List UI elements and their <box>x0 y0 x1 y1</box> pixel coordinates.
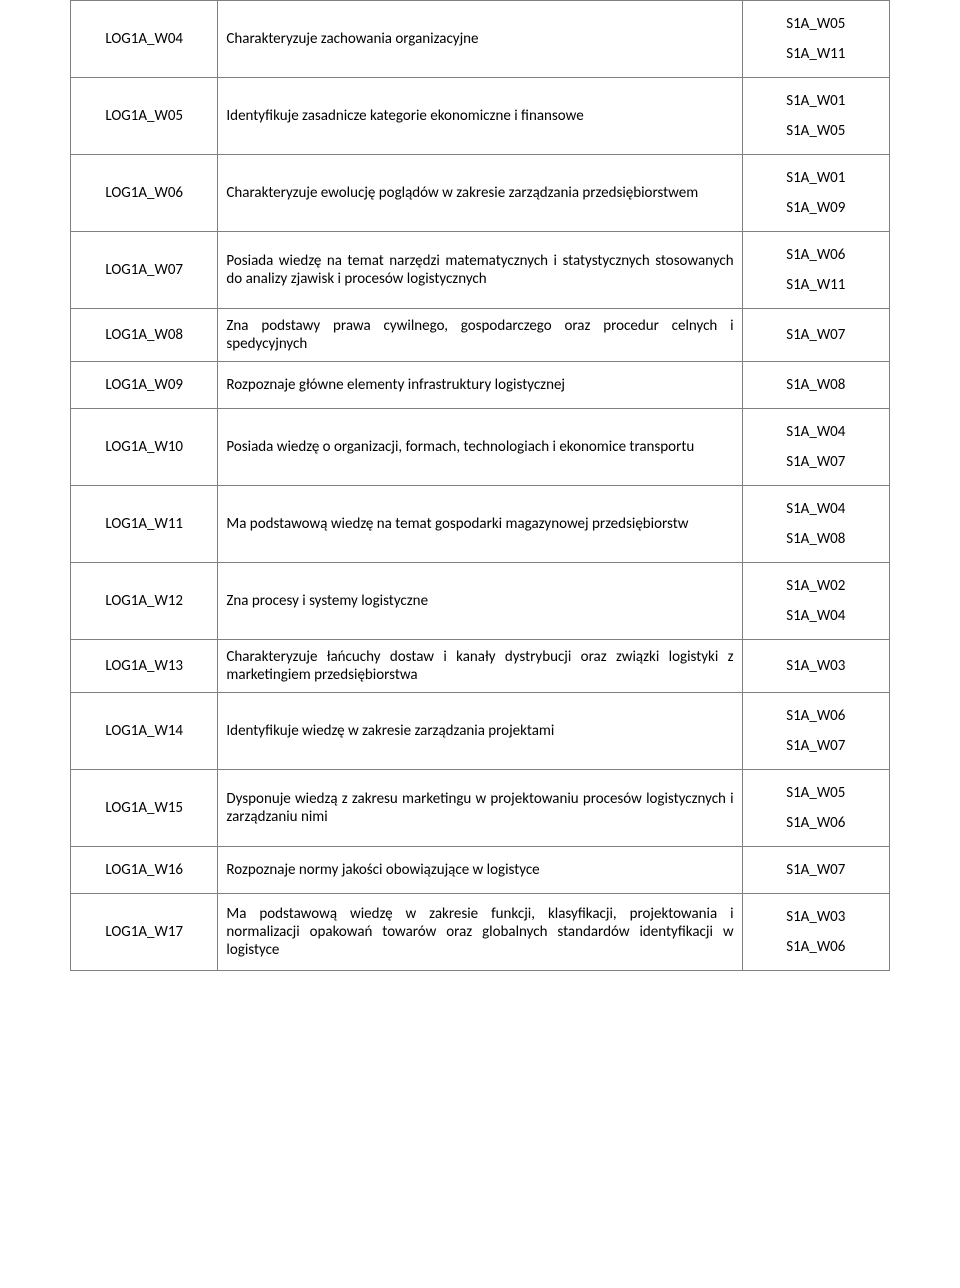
outcome-references: S1A_W05S1A_W11 <box>742 1 889 78</box>
outcome-references: S1A_W02S1A_W04 <box>742 563 889 640</box>
table-row: LOG1A_W08Zna podstawy prawa cywilnego, g… <box>71 309 890 362</box>
outcome-references: S1A_W01S1A_W05 <box>742 78 889 155</box>
table-row: LOG1A_W06Charakteryzuje ewolucję poglądó… <box>71 155 890 232</box>
outcome-description: Zna podstawy prawa cywilnego, gospodarcz… <box>218 309 742 362</box>
table-row: LOG1A_W05Identyfikuje zasadnicze kategor… <box>71 78 890 155</box>
outcome-description: Charakteryzuje ewolucję poglądów w zakre… <box>218 155 742 232</box>
outcome-description: Posiada wiedzę o organizacji, formach, t… <box>218 409 742 486</box>
table-row: LOG1A_W15Dysponuje wiedzą z zakresu mark… <box>71 770 890 847</box>
reference-code: S1A_W07 <box>751 320 881 350</box>
outcome-code: LOG1A_W04 <box>71 1 218 78</box>
reference-code: S1A_W08 <box>751 524 881 554</box>
reference-code: S1A_W03 <box>751 902 881 932</box>
outcome-description: Identyfikuje zasadnicze kategorie ekonom… <box>218 78 742 155</box>
table-row: LOG1A_W12Zna procesy i systemy logistycz… <box>71 563 890 640</box>
outcome-code: LOG1A_W08 <box>71 309 218 362</box>
outcome-references: S1A_W03S1A_W06 <box>742 894 889 971</box>
reference-code: S1A_W08 <box>751 370 881 400</box>
outcome-code: LOG1A_W13 <box>71 640 218 693</box>
outcome-description: Dysponuje wiedzą z zakresu marketingu w … <box>218 770 742 847</box>
reference-code: S1A_W03 <box>751 651 881 681</box>
outcome-references: S1A_W04S1A_W08 <box>742 486 889 563</box>
reference-code: S1A_W05 <box>751 9 881 39</box>
outcome-code: LOG1A_W10 <box>71 409 218 486</box>
outcome-description: Zna procesy i systemy logistyczne <box>218 563 742 640</box>
table-row: LOG1A_W11Ma podstawową wiedzę na temat g… <box>71 486 890 563</box>
reference-code: S1A_W04 <box>751 494 881 524</box>
document-page: LOG1A_W04Charakteryzuje zachowania organ… <box>0 0 960 1031</box>
outcome-description: Identyfikuje wiedzę w zakresie zarządzan… <box>218 693 742 770</box>
reference-code: S1A_W05 <box>751 116 881 146</box>
outcome-description: Posiada wiedzę na temat narzędzi matemat… <box>218 232 742 309</box>
outcome-code: LOG1A_W16 <box>71 847 218 894</box>
outcome-references: S1A_W07 <box>742 309 889 362</box>
outcome-references: S1A_W07 <box>742 847 889 894</box>
reference-code: S1A_W02 <box>751 571 881 601</box>
outcome-code: LOG1A_W15 <box>71 770 218 847</box>
reference-code: S1A_W11 <box>751 270 881 300</box>
outcome-description: Rozpoznaje normy jakości obowiązujące w … <box>218 847 742 894</box>
reference-code: S1A_W07 <box>751 731 881 761</box>
table-row: LOG1A_W04Charakteryzuje zachowania organ… <box>71 1 890 78</box>
outcome-code: LOG1A_W09 <box>71 362 218 409</box>
outcome-code: LOG1A_W17 <box>71 894 218 971</box>
outcome-references: S1A_W03 <box>742 640 889 693</box>
reference-code: S1A_W07 <box>751 855 881 885</box>
reference-code: S1A_W06 <box>751 932 881 962</box>
reference-code: S1A_W07 <box>751 447 881 477</box>
outcome-code: LOG1A_W14 <box>71 693 218 770</box>
outcome-code: LOG1A_W12 <box>71 563 218 640</box>
table-row: LOG1A_W16Rozpoznaje normy jakości obowią… <box>71 847 890 894</box>
table-row: LOG1A_W17Ma podstawową wiedzę w zakresie… <box>71 894 890 971</box>
reference-code: S1A_W01 <box>751 86 881 116</box>
outcomes-table: LOG1A_W04Charakteryzuje zachowania organ… <box>70 0 890 971</box>
reference-code: S1A_W06 <box>751 808 881 838</box>
outcome-references: S1A_W08 <box>742 362 889 409</box>
outcome-description: Charakteryzuje łańcuchy dostaw i kanały … <box>218 640 742 693</box>
table-row: LOG1A_W09Rozpoznaje główne elementy infr… <box>71 362 890 409</box>
reference-code: S1A_W04 <box>751 417 881 447</box>
reference-code: S1A_W11 <box>751 39 881 69</box>
outcome-description: Ma podstawową wiedzę w zakresie funkcji,… <box>218 894 742 971</box>
outcome-description: Ma podstawową wiedzę na temat gospodarki… <box>218 486 742 563</box>
reference-code: S1A_W06 <box>751 240 881 270</box>
outcome-references: S1A_W01S1A_W09 <box>742 155 889 232</box>
table-body: LOG1A_W04Charakteryzuje zachowania organ… <box>71 1 890 971</box>
reference-code: S1A_W04 <box>751 601 881 631</box>
table-row: LOG1A_W10Posiada wiedzę o organizacji, f… <box>71 409 890 486</box>
table-row: LOG1A_W14Identyfikuje wiedzę w zakresie … <box>71 693 890 770</box>
outcome-code: LOG1A_W11 <box>71 486 218 563</box>
outcome-references: S1A_W06S1A_W11 <box>742 232 889 309</box>
outcome-description: Charakteryzuje zachowania organizacyjne <box>218 1 742 78</box>
table-row: LOG1A_W07Posiada wiedzę na temat narzędz… <box>71 232 890 309</box>
reference-code: S1A_W01 <box>751 163 881 193</box>
outcome-code: LOG1A_W05 <box>71 78 218 155</box>
table-row: LOG1A_W13Charakteryzuje łańcuchy dostaw … <box>71 640 890 693</box>
reference-code: S1A_W05 <box>751 778 881 808</box>
outcome-references: S1A_W05S1A_W06 <box>742 770 889 847</box>
reference-code: S1A_W09 <box>751 193 881 223</box>
outcome-code: LOG1A_W06 <box>71 155 218 232</box>
outcome-code: LOG1A_W07 <box>71 232 218 309</box>
outcome-description: Rozpoznaje główne elementy infrastruktur… <box>218 362 742 409</box>
outcome-references: S1A_W04S1A_W07 <box>742 409 889 486</box>
reference-code: S1A_W06 <box>751 701 881 731</box>
outcome-references: S1A_W06S1A_W07 <box>742 693 889 770</box>
